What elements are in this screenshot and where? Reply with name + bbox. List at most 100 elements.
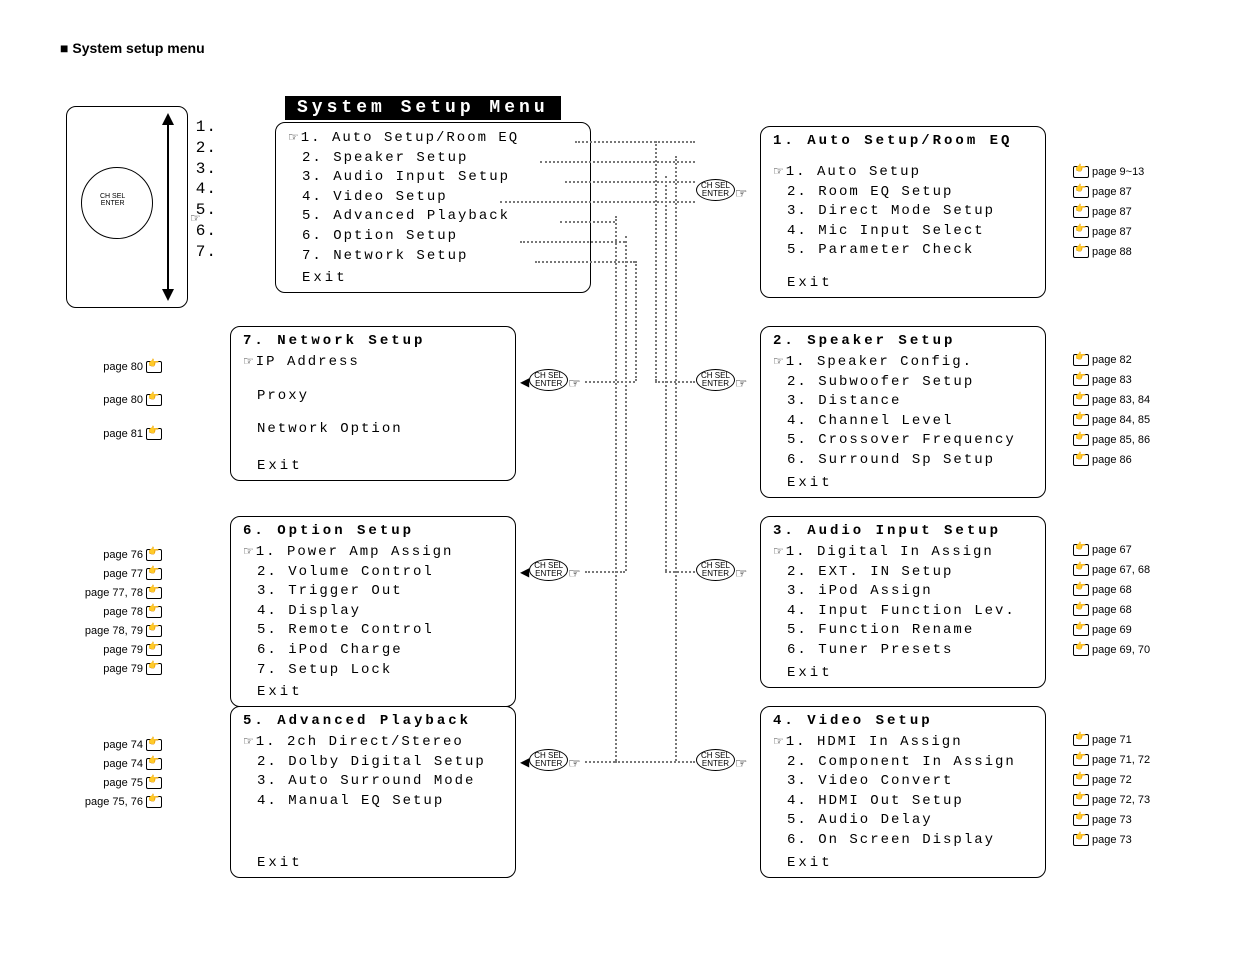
- menu5-item-1[interactable]: ☞1. 2ch Direct/Stereo: [243, 733, 503, 753]
- menu2-item-4[interactable]: 4. Channel Level: [773, 412, 1033, 432]
- menu6-exit[interactable]: Exit: [243, 682, 503, 700]
- menu1-item-1[interactable]: ☞1. Auto Setup: [773, 163, 1033, 183]
- connector-line: [535, 261, 635, 263]
- menu6-page-2: page 77: [80, 568, 165, 580]
- main-menu-box: ☞1. Auto Setup/Room EQ 2. Speaker Setup …: [275, 122, 591, 293]
- menu1-item-4[interactable]: 4. Mic Input Select: [773, 222, 1033, 242]
- chsel-btn-3[interactable]: CH SELENTER: [696, 559, 747, 581]
- menu5-page-4: page 75, 76: [80, 796, 165, 808]
- menu2-title: 2. Speaker Setup: [773, 333, 1033, 351]
- menu4-exit[interactable]: Exit: [773, 853, 1033, 871]
- menu5-page-3: page 75: [80, 777, 165, 789]
- chsel-btn-6[interactable]: ◀CH SELENTER: [520, 559, 581, 581]
- menu6-item-7[interactable]: 7. Setup Lock: [243, 661, 503, 681]
- chsel-btn-7[interactable]: ◀CH SELENTER: [520, 749, 581, 771]
- menu7-exit[interactable]: Exit: [243, 456, 503, 474]
- menu3-item-6[interactable]: 6. Tuner Presets: [773, 641, 1033, 661]
- menu2-item-5[interactable]: 5. Crossover Frequency: [773, 431, 1033, 451]
- menu4-item-4[interactable]: 4. HDMI Out Setup: [773, 792, 1033, 812]
- connector-line: [585, 571, 625, 573]
- menu4-item-5[interactable]: 5. Audio Delay: [773, 811, 1033, 831]
- main-exit[interactable]: Exit: [288, 268, 578, 286]
- menu4-box: 4. Video Setup ☞1. HDMI In Assign 2. Com…: [760, 706, 1046, 878]
- main-item-6[interactable]: 6. Option Setup: [288, 227, 578, 247]
- menu2-item-6[interactable]: 6. Surround Sp Setup: [773, 451, 1033, 471]
- menu1-box: 1. Auto Setup/Room EQ ☞1. Auto Setup 2. …: [760, 126, 1046, 298]
- menu6-item-5[interactable]: 5. Remote Control: [243, 621, 503, 641]
- menu2-exit[interactable]: Exit: [773, 473, 1033, 491]
- menu6-page-6: page 79: [80, 644, 165, 656]
- menu7-item-2[interactable]: Proxy: [243, 387, 503, 407]
- num-7: 7.: [196, 242, 217, 263]
- menu1-item-2[interactable]: 2. Room EQ Setup: [773, 183, 1033, 203]
- menu6-item-6[interactable]: 6. iPod Charge: [243, 641, 503, 661]
- menu3-item-1[interactable]: ☞1. Digital In Assign: [773, 543, 1033, 563]
- menu3-page-6: page 69, 70: [1070, 644, 1150, 656]
- menu3-item-2[interactable]: 2. EXT. IN Setup: [773, 563, 1033, 583]
- menu5-item-3[interactable]: 3. Auto Surround Mode: [243, 772, 503, 792]
- menu2-page-3: page 83, 84: [1070, 394, 1150, 406]
- menu1-item-3[interactable]: 3. Direct Mode Setup: [773, 202, 1033, 222]
- menu6-item-1[interactable]: ☞1. Power Amp Assign: [243, 543, 503, 563]
- num-2: 2.: [196, 138, 217, 159]
- number-list: 1. 2. 3. 4. 5. 6. 7.: [196, 117, 217, 263]
- menu4-item-3[interactable]: 3. Video Convert: [773, 772, 1033, 792]
- menu6-page-3: page 77, 78: [80, 587, 165, 599]
- connector-line: [520, 241, 625, 243]
- menu1-page-1: page 9~13: [1070, 166, 1144, 178]
- menu4-page-3: page 72: [1070, 774, 1132, 786]
- menu3-exit[interactable]: Exit: [773, 663, 1033, 681]
- menu7-item-3[interactable]: Network Option: [243, 420, 503, 440]
- connector-line: [615, 761, 695, 763]
- menu3-item-4[interactable]: 4. Input Function Lev.: [773, 602, 1033, 622]
- connector-line: [655, 381, 695, 383]
- connector-line: [540, 161, 695, 163]
- menu3-box: 3. Audio Input Setup ☞1. Digital In Assi…: [760, 516, 1046, 688]
- menu5-exit[interactable]: Exit: [243, 853, 503, 871]
- main-item-4[interactable]: 4. Video Setup: [288, 188, 578, 208]
- menu3-item-5[interactable]: 5. Function Rename: [773, 621, 1033, 641]
- menu4-page-5: page 73: [1070, 814, 1132, 826]
- connector-line: [575, 141, 695, 143]
- menu2-item-2[interactable]: 2. Subwoofer Setup: [773, 373, 1033, 393]
- connector-line: [665, 176, 667, 571]
- menu5-item-4[interactable]: 4. Manual EQ Setup: [243, 792, 503, 812]
- menu1-exit[interactable]: Exit: [773, 273, 1033, 291]
- menu2-page-1: page 82: [1070, 354, 1132, 366]
- menu2-box: 2. Speaker Setup ☞1. Speaker Config. 2. …: [760, 326, 1046, 498]
- pointer-icon: ☞: [190, 211, 201, 225]
- menu4-page-1: page 71: [1070, 734, 1132, 746]
- arrow-down-icon: [162, 289, 174, 301]
- menu5-item-2[interactable]: 2. Dolby Digital Setup: [243, 753, 503, 773]
- menu4-item-6[interactable]: 6. On Screen Display: [773, 831, 1033, 851]
- menu3-page-1: page 67: [1070, 544, 1132, 556]
- chsel-btn-1[interactable]: CH SELENTER: [696, 179, 747, 201]
- connector-line: [615, 216, 617, 761]
- menu2-item-1[interactable]: ☞1. Speaker Config.: [773, 353, 1033, 373]
- menu3-item-3[interactable]: 3. iPod Assign: [773, 582, 1033, 602]
- connector-line: [585, 761, 615, 763]
- main-item-7[interactable]: 7. Network Setup: [288, 247, 578, 267]
- menu4-item-2[interactable]: 2. Component In Assign: [773, 753, 1033, 773]
- menu6-item-3[interactable]: 3. Trigger Out: [243, 582, 503, 602]
- menu1-page-3: page 87: [1070, 206, 1132, 218]
- main-item-3[interactable]: 3. Audio Input Setup: [288, 168, 578, 188]
- chsel-btn-5[interactable]: ◀CH SELENTER: [520, 369, 581, 391]
- menu6-item-2[interactable]: 2. Volume Control: [243, 563, 503, 583]
- menu4-page-4: page 72, 73: [1070, 794, 1150, 806]
- connector-line: [625, 236, 627, 571]
- menu4-item-1[interactable]: ☞1. HDMI In Assign: [773, 733, 1033, 753]
- main-item-5[interactable]: 5. Advanced Playback: [288, 207, 578, 227]
- menu6-item-4[interactable]: 4. Display: [243, 602, 503, 622]
- menu7-item-1[interactable]: ☞IP Address: [243, 353, 503, 373]
- chsel-btn-4[interactable]: CH SELENTER: [696, 749, 747, 771]
- menu2-item-3[interactable]: 3. Distance: [773, 392, 1033, 412]
- connector-line: [675, 156, 677, 761]
- chsel-btn-2[interactable]: CH SELENTER: [696, 369, 747, 391]
- menu1-item-5[interactable]: 5. Parameter Check: [773, 241, 1033, 261]
- menu3-page-2: page 67, 68: [1070, 564, 1150, 576]
- main-item-2[interactable]: 2. Speaker Setup: [288, 149, 578, 169]
- main-item-1[interactable]: ☞1. Auto Setup/Room EQ: [288, 129, 578, 149]
- menu7-box: 7. Network Setup ☞IP Address Proxy Netwo…: [230, 326, 516, 481]
- menu1-page-4: page 87: [1070, 226, 1132, 238]
